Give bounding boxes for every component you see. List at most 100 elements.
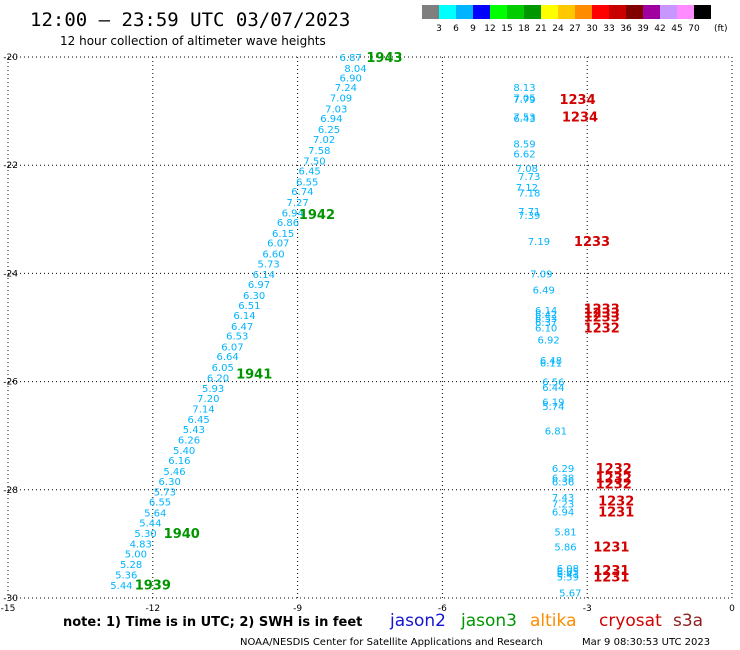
colorbar-swatch xyxy=(660,5,677,19)
colorbar-swatch xyxy=(507,5,524,19)
wave-height-point-jason3: 6.90 xyxy=(340,74,362,85)
wave-height-point-jason3: 7.02 xyxy=(313,135,335,146)
legend-entry-cryosat: cryosat xyxy=(599,611,662,631)
pass-annotation-cryosat: 1234 xyxy=(559,93,595,108)
wave-height-point-jason3: 5.40 xyxy=(173,446,195,457)
wave-height-point-cryosat: 6.43 xyxy=(513,114,535,125)
y-tick-label: -28 xyxy=(3,486,18,496)
wave-height-point-jason3: 5.00 xyxy=(125,550,147,561)
wave-height-point-cryosat: 7.79 xyxy=(513,95,535,106)
wave-height-point-jason3: 5.44 xyxy=(110,581,132,592)
x-tick-label: -6 xyxy=(438,604,447,614)
pass-annotation-jason3: 1942 xyxy=(299,208,335,223)
wave-height-point-cryosat: 6.92 xyxy=(537,335,559,346)
wave-height-point-jason3: 6.14 xyxy=(233,311,255,322)
wave-height-point-cryosat: 6.56 xyxy=(542,378,564,389)
chart-subtitle: 12 hour collection of altimeter wave hei… xyxy=(60,34,326,48)
wave-height-point-cryosat: 5.67 xyxy=(559,589,581,600)
colorbar-swatch xyxy=(473,5,490,19)
colorbar-tick-label: 45 xyxy=(671,24,682,34)
y-tick-label: -20 xyxy=(3,53,18,63)
wave-height-point-cryosat: 7.18 xyxy=(518,188,540,199)
colorbar-tick-label: 39 xyxy=(637,24,649,34)
pass-annotation-cryosat: 1233 xyxy=(584,311,620,326)
colorbar-swatch xyxy=(592,5,609,19)
colorbar-tick-label: 12 xyxy=(484,24,495,34)
wave-height-point-jason3: 6.87 xyxy=(340,53,362,64)
pass-annotation-cryosat: 1233 xyxy=(584,303,620,318)
wave-height-point-cryosat: 6.94 xyxy=(552,507,574,518)
colorbar-tick-label: 36 xyxy=(620,24,632,34)
pass-annotation-cryosat: 1232 xyxy=(596,477,632,492)
footer-timestamp: Mar 9 08:30:53 UTC 2023 xyxy=(582,637,710,648)
wave-height-point-jason3: 5.30 xyxy=(134,529,156,540)
wave-height-point-jason3: 7.24 xyxy=(335,83,357,94)
wave-height-point-cryosat: 8.13 xyxy=(513,83,535,94)
wave-height-point-jason3: 6.15 xyxy=(272,229,294,240)
wave-height-point-jason3: 6.25 xyxy=(318,125,340,136)
wave-height-point-jason3: 4.83 xyxy=(130,539,152,550)
x-tick-label: -9 xyxy=(293,604,302,614)
pass-annotation-cryosat: 1232 xyxy=(596,462,632,477)
wave-height-point-cryosat: 7.71 xyxy=(518,207,540,218)
wave-height-point-jason3: 6.05 xyxy=(212,363,234,374)
wave-height-point-jason3: 5.93 xyxy=(202,384,224,395)
pass-annotation-jason3: 1939 xyxy=(135,578,171,593)
satellite-legend: jason2 jason3 altika cryosat s3a xyxy=(389,611,703,631)
wave-height-point-cryosat: 7.09 xyxy=(530,269,552,280)
legend-entry-jason2: jason2 xyxy=(389,611,446,631)
wave-height-point-cryosat: 8.59 xyxy=(513,140,535,151)
wave-height-point-cryosat: 6.19 xyxy=(542,398,564,409)
pass-annotation-cryosat: 1231 xyxy=(593,570,629,585)
wave-height-point-jason3: 6.30 xyxy=(159,477,181,488)
pass-annotation-cryosat: 1231 xyxy=(598,505,634,520)
legend-entry-altika: altika xyxy=(530,611,577,631)
wave-height-point-jason3: 5.44 xyxy=(139,518,161,529)
wave-height-point-cryosat: 6.48 xyxy=(540,356,562,367)
wave-height-point-cryosat: 6.05 xyxy=(557,567,579,578)
wave-height-point-jason3: 6.07 xyxy=(221,342,243,353)
pass-annotation-jason3: 1941 xyxy=(236,367,272,382)
wave-height-point-jason3: 6.20 xyxy=(207,373,229,384)
wave-height-point-cryosat: 6.38 xyxy=(552,473,574,484)
legend-entry-jason3: jason3 xyxy=(460,611,517,631)
wave-height-point-cryosat: 6.42 xyxy=(535,310,557,321)
colorbar-swatch xyxy=(626,5,643,19)
colorbar-tick-label: 42 xyxy=(654,24,665,34)
wave-height-point-jason3: 7.27 xyxy=(286,198,308,209)
wave-height-point-jason3: 6.64 xyxy=(216,352,238,363)
wave-height-point-cryosat: 7.53 xyxy=(513,113,535,124)
wave-height-point-cryosat: 6.14 xyxy=(535,306,557,317)
wave-height-point-jason3: 5.28 xyxy=(120,560,142,571)
wave-height-point-jason3: 6.45 xyxy=(188,415,210,426)
colorbar-swatch xyxy=(456,5,473,19)
wave-height-point-jason3: 7.50 xyxy=(303,156,325,167)
wave-height-point-jason3: 6.94 xyxy=(320,114,342,125)
legend-entry-s3a: s3a xyxy=(673,611,703,631)
pass-annotation-cryosat: 1234 xyxy=(562,111,598,126)
colorbar-swatch xyxy=(575,5,592,19)
plot-area: -15 -12 -9 -6 -3 0-20-22-24-26-28-306.878.046… xyxy=(1,51,735,614)
wave-height-point-cryosat: 6.62 xyxy=(513,149,535,160)
wave-height-point-cryosat: 6.53 xyxy=(535,314,557,325)
wave-height-point-cryosat: 6.10 xyxy=(535,324,557,335)
colorbar-tick-label: 24 xyxy=(552,24,564,34)
wave-height-point-cryosat: 7.23 xyxy=(552,499,574,510)
wave-height-point-cryosat: 6.36 xyxy=(552,478,574,489)
x-tick-label: -15 xyxy=(1,604,16,614)
wave-height-point-jason3: 6.74 xyxy=(291,187,313,198)
wave-height-point-cryosat: 6.08 xyxy=(557,564,579,575)
colorbar-tick-label: 21 xyxy=(535,24,546,34)
wave-height-point-jason3: 6.60 xyxy=(262,249,284,260)
wave-height-point-jason3: 7.20 xyxy=(197,394,219,405)
wave-height-point-jason3: 6.16 xyxy=(168,456,190,467)
wave-height-point-jason3: 6.94 xyxy=(282,208,304,219)
x-tick-label: -3 xyxy=(583,604,592,614)
y-tick-label: -26 xyxy=(3,378,18,388)
colorbar-tick-label: 6 xyxy=(453,24,459,34)
colorbar-tick-label: 3 xyxy=(436,24,442,34)
x-tick-label: -12 xyxy=(145,604,160,614)
colorbar-swatch xyxy=(524,5,541,19)
